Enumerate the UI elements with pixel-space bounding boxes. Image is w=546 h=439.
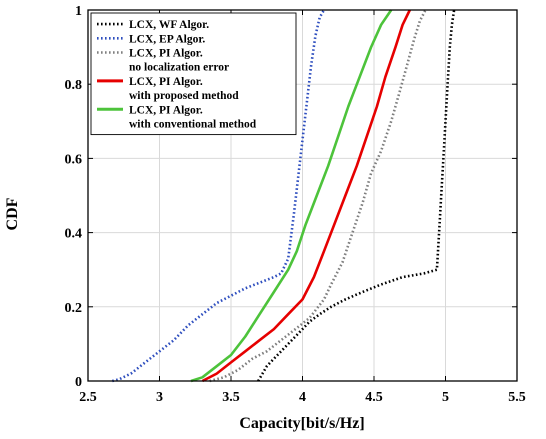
y-tick-label: 0.6 [65, 152, 83, 167]
x-tick-label: 5.5 [508, 390, 526, 405]
legend-entry-text: LCX, EP Algor. [129, 33, 205, 45]
series-group [111, 9, 456, 383]
x-tick-label: 3.5 [222, 390, 240, 405]
x-tick-label: 3 [156, 390, 163, 405]
legend-entry-text: with conventional method [129, 119, 257, 131]
x-tick-label: 2.5 [79, 390, 97, 405]
x-axis-label: Capacity[bit/s/Hz] [239, 415, 364, 432]
y-tick-label: 0.2 [65, 301, 83, 316]
x-tick-label: 5 [442, 390, 449, 405]
legend-box [90, 12, 297, 136]
legend-entry-text: LCX, WF Algor. [129, 19, 209, 31]
y-tick-label: 1 [75, 4, 82, 19]
legend: LCX, WF Algor. LCX, EP Algor. LCX, PI Algo… [90, 12, 297, 136]
series-line [209, 9, 427, 383]
y-tick-label: 0.4 [65, 227, 83, 242]
legend-entry-text: LCX, PI Algor. [129, 104, 203, 116]
y-axis-label: CDF [4, 197, 21, 230]
legend-entry-text: with proposed method [129, 90, 239, 102]
legend-entry-text: no localization error [129, 62, 229, 74]
x-tick-label: 4 [299, 390, 306, 405]
series-line [111, 9, 326, 383]
y-tick-label: 0.8 [65, 78, 83, 93]
legend-entry-text: LCX, PI Algor. [129, 76, 203, 88]
tick-marks: 2.5 3 3.5 4 4.5 5 5.5 0 0.2 0.4 0.6 0.8 1 [65, 4, 526, 405]
series-line [190, 9, 393, 383]
y-tick-label: 0 [75, 375, 82, 390]
legend-entry-text: LCX, PI Algor. [129, 48, 203, 60]
series-line [201, 9, 411, 383]
x-tick-label: 4.5 [365, 390, 383, 405]
